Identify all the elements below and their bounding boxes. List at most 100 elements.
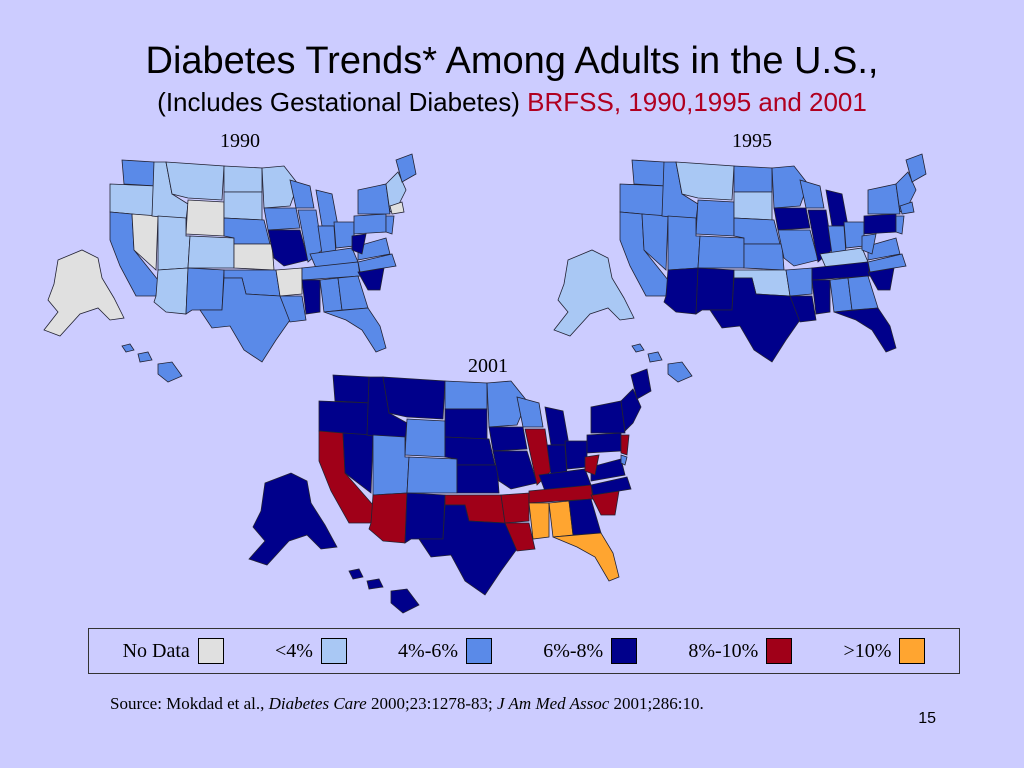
state-new-mexico (695, 267, 735, 315)
state-kansas (233, 243, 275, 271)
state-hawaii (390, 588, 420, 614)
state-alaska (43, 249, 125, 337)
legend-item-lt4: <4% (275, 638, 347, 664)
state-florida (552, 532, 620, 582)
source-prefix: Source: Mokdad et al., (110, 694, 269, 713)
state-arkansas (500, 492, 530, 524)
state-iowa (488, 426, 528, 452)
state-arizona (368, 492, 408, 544)
state-michigan (315, 189, 339, 227)
state-north-dakota (444, 380, 488, 410)
state-new-england (620, 388, 642, 432)
legend-item-no-data: No Data (123, 638, 224, 664)
source-journal-2: J Am Med Assoc (497, 694, 610, 713)
state-new-jersey (620, 434, 630, 456)
state-washington (631, 159, 667, 187)
state-oregon (619, 183, 667, 217)
state-arkansas (275, 267, 303, 297)
state-wisconsin (516, 396, 544, 428)
state-wyoming (695, 199, 735, 237)
state-south-dakota (223, 191, 263, 221)
state-nevada (641, 213, 669, 271)
state-colorado (187, 235, 235, 269)
state-mississippi (528, 502, 550, 540)
us-map-1995 (553, 153, 927, 383)
legend: No Data <4% 4%-6% 6%-8% 8%-10% >10% (88, 628, 960, 674)
state-pennsylvania (586, 432, 622, 454)
source-cite-2: 2001;286:10. (609, 694, 704, 713)
state-south-dakota (733, 191, 773, 221)
state-mississippi (301, 279, 321, 315)
state-wisconsin (799, 179, 825, 209)
state-virginia (867, 237, 901, 261)
state-maine (905, 153, 927, 183)
state-iowa (773, 207, 811, 231)
state-delaware (620, 454, 628, 466)
page-number: 15 (918, 710, 936, 727)
subtitle-main: (Includes Gestational Diabetes) (157, 87, 520, 117)
slide-subtitle: (Includes Gestational Diabetes) BRFSS, 1… (0, 86, 1024, 118)
state-new-york (590, 400, 626, 434)
legend-label: No Data (122, 639, 190, 662)
state-pennsylvania (353, 213, 387, 235)
source-journal-1: Diabetes Care (268, 694, 367, 713)
state-hawaii (631, 343, 645, 353)
state-north-carolina (867, 253, 907, 273)
state-arizona (663, 267, 699, 315)
state-north-carolina (590, 476, 632, 496)
state-louisiana (789, 295, 817, 323)
legend-swatch-4-6 (466, 638, 493, 664)
state-florida (323, 307, 387, 353)
state-new-jersey (385, 215, 395, 235)
state-new-england (385, 171, 407, 213)
state-oregon (109, 183, 157, 217)
state-louisiana (279, 295, 307, 323)
state-hawaii (121, 343, 135, 353)
state-north-carolina (357, 253, 397, 273)
us-map-2001 (248, 368, 652, 614)
state-missouri (777, 229, 819, 267)
state-hawaii (647, 351, 663, 363)
state-colorado (406, 456, 458, 494)
state-ohio (843, 221, 865, 249)
legend-label: >10% (843, 639, 892, 662)
state-new-york (357, 183, 391, 215)
state-montana (382, 376, 446, 420)
legend-label: 6%-8% (543, 639, 604, 662)
state-wyoming (404, 418, 446, 458)
state-connecticut (899, 201, 915, 215)
state-connecticut (389, 201, 405, 215)
state-indiana (546, 444, 568, 476)
state-ohio (564, 440, 588, 470)
state-west-virginia (861, 233, 877, 255)
state-pennsylvania (863, 213, 897, 235)
state-wisconsin (289, 179, 315, 209)
state-missouri (492, 450, 538, 490)
state-hawaii (366, 578, 384, 590)
state-iowa (263, 207, 301, 231)
state-mississippi (811, 279, 831, 315)
legend-item-8-10: 8%-10% (688, 638, 793, 664)
state-texas (709, 277, 801, 363)
state-utah (157, 215, 191, 271)
legend-swatch-no-data (197, 638, 224, 664)
state-arizona (153, 267, 189, 315)
state-wyoming (185, 199, 225, 237)
state-virginia (357, 237, 391, 261)
state-hawaii (157, 361, 183, 383)
state-kansas (743, 243, 785, 271)
state-hawaii (667, 361, 693, 383)
state-virginia (590, 458, 626, 482)
state-nevada (131, 213, 159, 271)
state-new-york (867, 183, 901, 215)
subtitle-accent: BRFSS, 1990,1995 and 2001 (527, 87, 867, 117)
legend-item-4-6: 4%-6% (398, 638, 493, 664)
state-new-mexico (404, 492, 446, 544)
slide-title: Diabetes Trends* Among Adults in the U.S… (145, 40, 879, 82)
state-colorado (697, 235, 745, 269)
map-label-2001: 2001 (468, 355, 508, 377)
state-kansas (456, 464, 500, 494)
map-label-1995: 1995 (732, 130, 772, 152)
state-ohio (333, 221, 355, 249)
state-florida (833, 307, 897, 353)
